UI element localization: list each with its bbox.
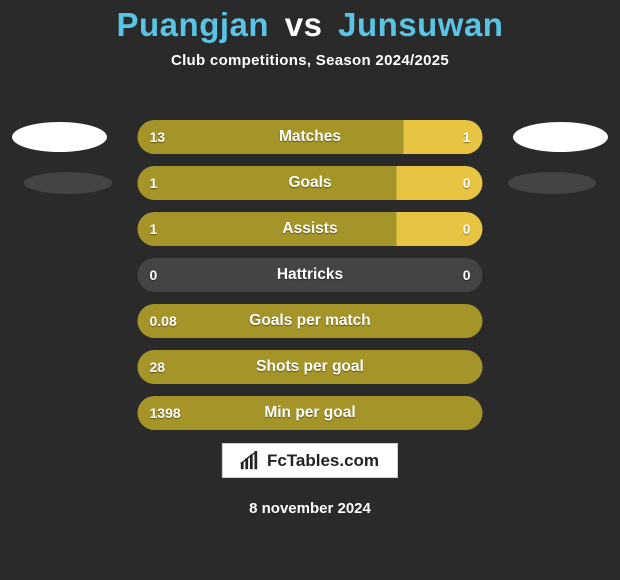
stat-label: Goals <box>138 166 483 200</box>
stat-row: 00Hattricks <box>138 258 483 292</box>
player2-name: Junsuwan <box>338 6 503 43</box>
stat-row: 131Matches <box>138 120 483 154</box>
player2-avatar <box>513 122 608 152</box>
source-badge[interactable]: FcTables.com <box>222 443 398 478</box>
stat-row: 10Assists <box>138 212 483 246</box>
stat-row: 0.08Goals per match <box>138 304 483 338</box>
stat-label: Goals per match <box>138 304 483 338</box>
player1-avatar-shadow <box>24 172 112 194</box>
player1-avatar <box>12 122 107 152</box>
stat-row: 10Goals <box>138 166 483 200</box>
stat-label: Matches <box>138 120 483 154</box>
stat-label: Assists <box>138 212 483 246</box>
stat-label: Min per goal <box>138 396 483 430</box>
source-badge-text: FcTables.com <box>267 451 379 471</box>
subtitle: Club competitions, Season 2024/2025 <box>0 52 620 69</box>
chart-icon <box>239 451 261 471</box>
comparison-title: Puangjan vs Junsuwan <box>0 0 620 44</box>
stat-row: 1398Min per goal <box>138 396 483 430</box>
player1-name: Puangjan <box>117 6 270 43</box>
vs-text: vs <box>285 6 323 43</box>
stat-row: 28Shots per goal <box>138 350 483 384</box>
stat-rows: 131Matches 10Goals 10Assists 00Hattricks 0.0… <box>138 120 483 442</box>
player2-avatar-shadow <box>508 172 596 194</box>
stat-label: Hattricks <box>138 258 483 292</box>
stat-label: Shots per goal <box>138 350 483 384</box>
date: 8 november 2024 <box>0 500 620 517</box>
